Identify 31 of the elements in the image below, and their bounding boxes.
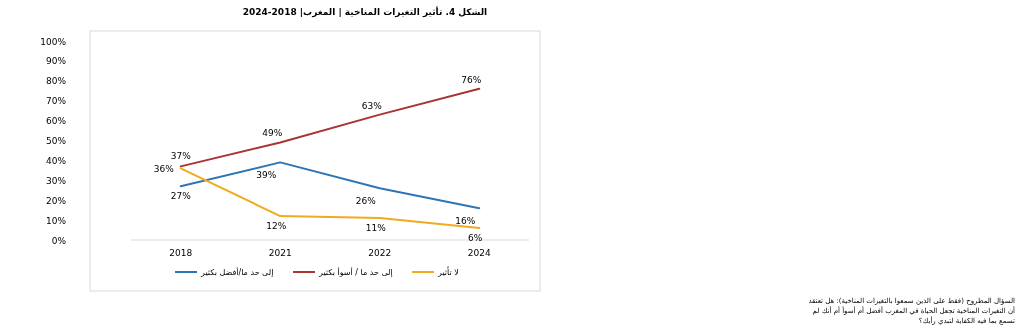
- data-label: 36%: [153, 164, 175, 175]
- y-tick-label: 10%: [45, 215, 67, 226]
- y-tick-label: 30%: [45, 175, 67, 186]
- y-tick-label: 50%: [45, 136, 67, 146]
- y-tick-label: 20%: [45, 195, 67, 206]
- data-label: 12%: [266, 221, 287, 232]
- legend-label: إلى حد ما/أفضل بكثير: [200, 267, 274, 278]
- y-tick-label: 0%: [51, 235, 67, 246]
- data-label: 26%: [355, 196, 377, 207]
- data-label: 11%: [365, 223, 387, 234]
- y-tick-label: 40%: [45, 155, 67, 166]
- legend-label: لا تأثير: [437, 266, 459, 277]
- data-label: 63%: [361, 100, 383, 111]
- y-tick-label: 90%: [45, 56, 67, 67]
- y-tick-label: 60%: [45, 116, 67, 127]
- y-tick-label: 70%: [45, 96, 67, 107]
- data-label: 76%: [461, 74, 482, 85]
- legend-label: إلى حد ما / أسوأ بكثير: [318, 267, 393, 278]
- data-label: 49%: [262, 128, 283, 139]
- x-tick-label: 2022: [368, 248, 392, 258]
- data-label: 39%: [256, 170, 277, 181]
- y-tick-label: 80%: [45, 76, 67, 87]
- chart-title: الشكل 4. تأثير التغيرات المناخية | المغرب| 2018-2024: [242, 6, 488, 18]
- y-tick-label: 100%: [40, 36, 67, 47]
- x-tick-label: 2024: [467, 248, 491, 258]
- data-label: 6%: [468, 233, 483, 244]
- data-label: 27%: [170, 191, 192, 202]
- x-tick-label: 2018: [169, 248, 193, 258]
- x-tick-label: 2021: [268, 248, 292, 258]
- data-label: 16%: [455, 216, 476, 227]
- data-label: 37%: [170, 151, 192, 162]
